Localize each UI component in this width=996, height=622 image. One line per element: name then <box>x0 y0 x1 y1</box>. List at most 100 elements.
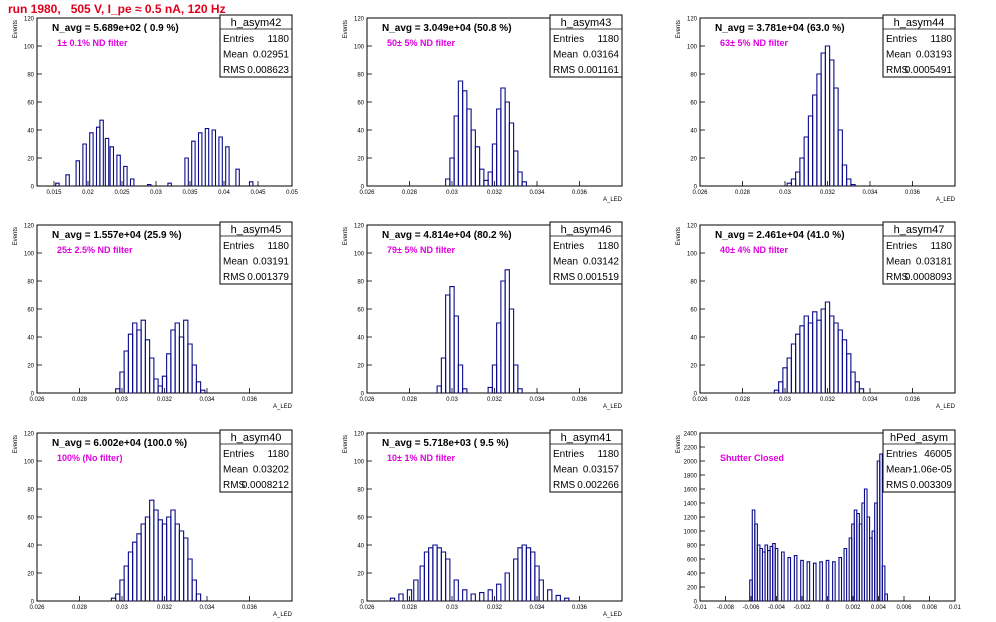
y-tick-label: 60 <box>357 516 364 522</box>
histogram-name: h_asym42 <box>231 17 282 29</box>
x-tick-label: 0.034 <box>529 397 545 403</box>
histogram-bin <box>129 178 135 186</box>
y-tick-label: 80 <box>27 280 34 286</box>
x-tick-label: 0 <box>826 605 830 611</box>
y-tick-label: 0 <box>361 185 365 191</box>
filter-annotation: 100% (No filter) <box>57 453 123 463</box>
x-tick-label: 0.03 <box>446 190 458 196</box>
y-tick-label: 2200 <box>684 446 698 452</box>
histogram-bars <box>786 45 856 186</box>
histogram-bin <box>211 129 217 186</box>
histogram-bin <box>513 150 519 186</box>
histogram-name: h_asym45 <box>231 224 282 236</box>
histogram-bin <box>75 160 81 186</box>
stats-box: h_asym40 Entries 1180 Mean 0.03202 RMS0.00082… <box>219 429 293 493</box>
x-tick-label: 0.028 <box>735 397 751 403</box>
stats-value-rms: 0.001379 <box>247 272 289 283</box>
x-tick-label: 0.026 <box>29 605 45 611</box>
histogram-bin <box>843 547 848 601</box>
stats-box-frame <box>549 429 623 493</box>
x-axis-label: A_LED <box>603 404 623 410</box>
histogram-bin <box>846 178 852 186</box>
y-tick-label: 400 <box>687 572 698 578</box>
x-tick-label: 0.045 <box>250 190 266 196</box>
x-tick-label: -0.004 <box>768 605 786 611</box>
histogram-bin <box>787 557 792 601</box>
y-tick-label: 0 <box>361 600 365 606</box>
stats-value-mean: 0.03191 <box>253 257 290 268</box>
y-tick-label: 100 <box>24 460 35 466</box>
histogram-bin <box>858 388 865 393</box>
y-tick-label: 60 <box>357 308 364 314</box>
x-tick-label: 0.034 <box>199 605 215 611</box>
histogram-bin <box>837 129 843 186</box>
y-axis-label: Events <box>343 20 349 38</box>
y-tick-label: 60 <box>357 101 364 107</box>
histogram-bin <box>781 551 785 601</box>
stats-label-rms: RMS <box>553 272 576 283</box>
navg-label: N_avg = 3.781e+04 (63.0 %) <box>715 23 845 34</box>
x-tick-label: 0.032 <box>820 190 836 196</box>
stats-value-entries: 1180 <box>597 34 619 45</box>
x-tick-label: 0.032 <box>157 397 173 403</box>
histogram-bin <box>793 554 798 601</box>
histogram-bin <box>191 140 196 186</box>
x-tick-label: 0.026 <box>692 190 708 196</box>
histogram-bin <box>195 381 202 393</box>
x-tick-label: 0.026 <box>29 397 45 403</box>
histogram-bin <box>555 594 561 601</box>
y-axis-label: Events <box>676 227 682 245</box>
y-tick-label: 80 <box>690 280 697 286</box>
x-axis-label: A_LED <box>936 197 956 203</box>
y-tick-label: 120 <box>354 432 365 438</box>
stats-box: h_asym42 Entries 1180 Mean 0.02951 RMS 0.00862… <box>219 14 293 78</box>
histogram-bin <box>513 364 519 393</box>
y-tick-label: 100 <box>354 252 365 258</box>
y-tick-label: 100 <box>24 45 35 51</box>
histogram-bin <box>832 561 836 601</box>
stats-value-entries: 1180 <box>267 241 289 252</box>
stats-value-entries: 1180 <box>930 241 952 252</box>
filter-annotation: 25± 2.5% ND filter <box>57 245 133 255</box>
stats-value-rms: 0.0005491 <box>905 65 953 76</box>
x-tick-label: 0.036 <box>905 397 921 403</box>
stats-label-rms: RMS <box>886 65 909 76</box>
x-axis-label: A_LED <box>936 404 956 410</box>
stats-value-rms: 0.0008093 <box>905 272 953 283</box>
stats-label-entries: Entries <box>223 34 254 45</box>
stats-value-rms: 0.0008212 <box>242 480 290 491</box>
histogram-bin <box>99 119 104 186</box>
stats-label-rms: RMS <box>886 480 909 491</box>
x-tick-label: 0.03 <box>779 397 791 403</box>
y-tick-label: 20 <box>27 157 34 163</box>
y-tick-label: 120 <box>24 432 35 438</box>
y-tick-label: 0 <box>694 185 698 191</box>
histogram-bin <box>65 174 70 186</box>
stats-box: h_asym44 Entries 1180 Mean 0.03193 RMS0.00054… <box>882 14 956 78</box>
stats-value-entries: 1180 <box>267 449 289 460</box>
histogram-bin <box>184 157 189 186</box>
histogram-bin <box>850 184 856 186</box>
histogram-bin <box>406 589 413 601</box>
stats-box-frame <box>219 429 293 493</box>
histogram-bin <box>881 565 886 601</box>
navg-label: N_avg = 3.049e+04 (50.8 %) <box>382 23 512 34</box>
histogram-bin <box>123 165 128 186</box>
stats-value-mean: -1.06e-05 <box>909 465 952 476</box>
stats-value-mean: 0.03142 <box>583 257 620 268</box>
x-tick-label: 0.03 <box>446 397 458 403</box>
y-tick-label: 60 <box>690 101 697 107</box>
histogram-bars <box>110 499 202 601</box>
x-tick-label: 0.02 <box>82 190 94 196</box>
stats-box-frame <box>549 14 623 78</box>
histogram-name: h_asym41 <box>561 432 612 444</box>
histogram-bin <box>445 558 451 601</box>
y-tick-label: 40 <box>690 336 697 342</box>
x-tick-label: 0.028 <box>72 605 88 611</box>
histogram-bin <box>854 381 860 393</box>
